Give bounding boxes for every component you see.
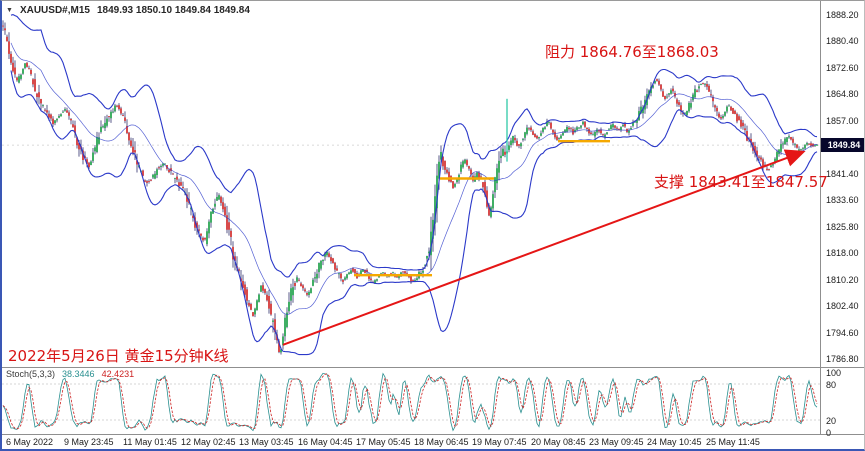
price-tick-label: 1833.60 (826, 195, 859, 205)
price-tick-label: 1857.00 (826, 116, 859, 126)
time-axis-label: 19 May 07:45 (472, 437, 527, 447)
price-tick-label: 1825.80 (826, 222, 859, 232)
price-tick-label: 1888.20 (826, 10, 859, 20)
symbol-marker-icon: ▼ (6, 7, 13, 14)
chart-ohlc-values: 1849.93 1850.10 1849.84 1849.84 (96, 5, 250, 16)
time-axis-label: 17 May 05:45 (356, 437, 411, 447)
time-axis-label: 13 May 03:45 (239, 437, 294, 447)
resistance-annotation: 阻力 1864.76至1868.03 (545, 43, 719, 61)
time-axis-label: 25 May 11:45 (706, 437, 760, 447)
time-axis-label: 9 May 23:45 (64, 437, 114, 447)
time-axis-label: 24 May 10:45 (647, 437, 702, 447)
date-caption: 2022年5月26日 黄金15分钟K线 (8, 347, 229, 365)
chart-header: ▼ XAUUSD#,M15 1849.93 1850.10 1849.84 18… (6, 5, 250, 16)
stoch-k-value: 38.3446 (62, 369, 95, 379)
stoch-tick-label: 100 (826, 368, 842, 378)
stoch-d-value: 42.4231 (101, 369, 135, 379)
price-tick-label: 1864.80 (826, 89, 859, 99)
current-price-tag: 1849.84 (821, 138, 864, 152)
time-axis-label: 11 May 01:45 (123, 437, 177, 447)
stoch-tick-label: 20 (826, 416, 837, 426)
chart-symbol-title: XAUUSD#,M15 (19, 5, 90, 16)
price-tick-label: 1880.40 (826, 36, 859, 46)
price-tick-label: 1818.00 (826, 248, 859, 258)
price-tick-label: 1810.20 (826, 275, 859, 285)
stoch-indicator-header: Stoch(5,3,3) 38.3446 42.4231 (6, 369, 134, 379)
price-tick-label: 1802.40 (826, 301, 859, 311)
time-axis[interactable]: 6 May 2022 9 May 23:45 11 May 01:45 12 May … (2, 434, 821, 449)
stoch-label: Stoch(5,3,3) (6, 369, 56, 379)
time-axis-label: 16 May 04:45 (298, 437, 353, 447)
stoch-tick-label: 0 (826, 428, 832, 438)
time-axis-label: 6 May 2022 (6, 437, 54, 447)
stoch-tick-label: 80 (826, 380, 837, 390)
price-tick-label: 1872.60 (826, 63, 859, 73)
time-axis-label: 23 May 09:45 (589, 437, 644, 447)
price-axis[interactable]: 1888.20 1880.40 1872.60 1864.80 1857.00 1841.… (821, 1, 864, 449)
price-tick-label: 1794.60 (826, 328, 859, 338)
price-tick-label: 1786.80 (826, 354, 859, 364)
time-axis-label: 18 May 06:45 (414, 437, 469, 447)
price-tick-label: 1841.40 (826, 169, 859, 179)
time-axis-label: 20 May 08:45 (531, 437, 586, 447)
time-axis-label: 12 May 02:45 (181, 437, 236, 447)
support-annotation: 支撑 1843.41至1847.57 (654, 173, 828, 191)
